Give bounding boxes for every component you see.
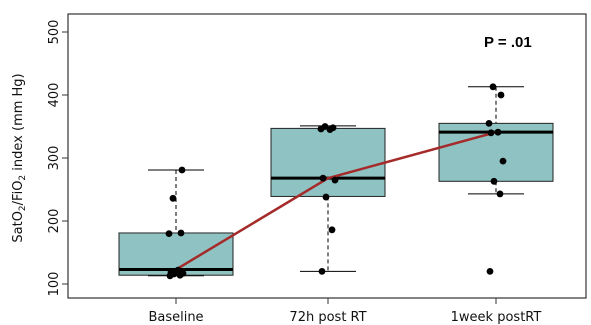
boxes: [118, 86, 554, 277]
data-point: [165, 230, 173, 238]
data-point: [174, 266, 182, 274]
data-point: [485, 119, 493, 127]
y-tick-label: 500: [47, 20, 62, 45]
data-point: [318, 268, 326, 275]
box-1: [118, 169, 234, 277]
data-point: [494, 128, 502, 136]
data-point: [169, 194, 177, 202]
data-point: [321, 123, 329, 130]
data-point: [328, 226, 336, 234]
data-point: [331, 176, 339, 184]
y-tick-label: 200: [47, 209, 62, 234]
y-tick-label: 400: [47, 83, 62, 108]
x-tick-label: Baseline: [148, 310, 203, 325]
data-point: [487, 129, 495, 137]
data-points: [165, 83, 507, 280]
data-point: [322, 193, 330, 201]
x-tick-label: 1week postRT: [451, 310, 542, 325]
data-point: [490, 177, 498, 185]
data-point: [329, 124, 337, 132]
data-point: [167, 268, 175, 276]
y-axis-title-part: 2: [18, 205, 28, 211]
data-point: [486, 268, 494, 275]
trend-line-group: [175, 130, 497, 271]
box-3: [438, 86, 554, 195]
data-point: [499, 157, 507, 165]
data-point: [489, 83, 497, 91]
p-value-annotation: P = .01: [484, 34, 532, 51]
y-tick-label: 300: [47, 146, 62, 171]
y-axis: 100 200 300 400 500: [47, 20, 68, 297]
y-axis-title-part: 2: [18, 175, 28, 181]
y-axis-title-part: SatO: [11, 211, 26, 243]
y-tick-label: 100: [47, 272, 62, 297]
data-point: [496, 190, 504, 198]
plot-frame: [67, 13, 587, 299]
data-point: [178, 166, 186, 174]
x-tick-label: 72h post RT: [289, 310, 366, 325]
trend-line: [175, 130, 497, 271]
x-axis: Baseline 72h post RT 1week postRT: [148, 298, 541, 325]
iqr-box: [270, 127, 386, 197]
data-point: [179, 269, 187, 277]
y-axis-title-part: index (mm Hg): [11, 73, 26, 174]
y-axis-title: SatO2/FiO2 index (mm Hg): [11, 73, 28, 242]
y-axis-title-part: /FiO: [11, 181, 26, 206]
data-point: [319, 174, 327, 182]
data-point: [497, 91, 505, 99]
data-point: [177, 229, 185, 237]
